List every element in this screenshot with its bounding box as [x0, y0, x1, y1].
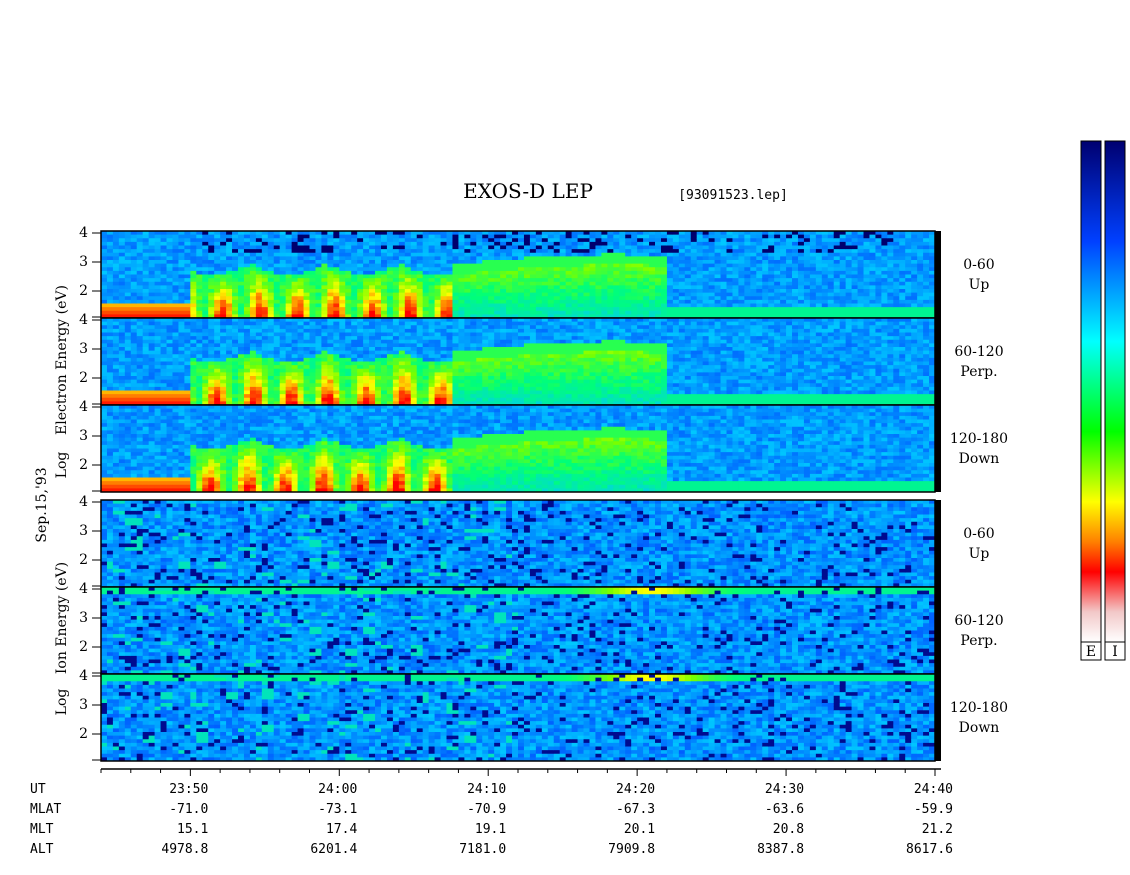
y-tick-label: 3 — [79, 697, 88, 713]
y-tick-label: 2 — [79, 552, 88, 568]
row-value: -73.1 — [318, 802, 357, 817]
row-label: MLT — [30, 822, 54, 837]
direction-label: Down — [959, 451, 1000, 467]
y-tick-label: 2 — [79, 639, 88, 655]
spectrogram-panel-4: 4 3 2 60-120 Perp. — [79, 581, 1004, 675]
row-value: -70.9 — [467, 802, 506, 817]
row-value: 17.4 — [326, 822, 357, 837]
pitch-angle-label: 60-120 — [954, 344, 1003, 360]
pitch-angle-label: 120-180 — [950, 431, 1008, 447]
y-tick-label: 3 — [79, 523, 88, 539]
y-tick-label: 2 — [79, 283, 88, 299]
y-tick-label: 3 — [79, 428, 88, 444]
row-value: -71.0 — [169, 802, 208, 817]
row-value: -59.9 — [914, 802, 953, 817]
pitch-angle-label: 0-60 — [963, 526, 994, 542]
electron-colorbar — [1080, 140, 1102, 643]
electron-colorbar-label-box — [1080, 641, 1102, 661]
row-value: 20.1 — [624, 822, 655, 837]
row-value: 24:30 — [765, 782, 804, 797]
chart-title: EXOS-D LEP — [463, 179, 593, 203]
spectrogram-panel-2: 4 3 2 120-180 Down — [79, 399, 1008, 493]
electron-axis-prefix: Log — [54, 452, 70, 479]
pitch-angle-label: 0-60 — [963, 257, 994, 273]
row-value: 24:00 — [318, 782, 357, 797]
file-label: [93091523.lep] — [678, 188, 788, 203]
y-tick-label: 2 — [79, 457, 88, 473]
y-tick-label: 3 — [79, 610, 88, 626]
y-tick-label: 4 — [79, 312, 88, 328]
row-value: 15.1 — [177, 822, 208, 837]
row-value: 23:50 — [169, 782, 208, 797]
ion-axis-label: Ion Energy (eV) — [54, 562, 70, 674]
row-label: UT — [30, 782, 46, 797]
row-value: -67.3 — [616, 802, 655, 817]
y-tick-label: 3 — [79, 341, 88, 357]
row-value: 20.8 — [773, 822, 804, 837]
y-tick-label: 2 — [79, 726, 88, 742]
row-value: 21.2 — [922, 822, 953, 837]
row-value: 7181.0 — [459, 842, 506, 857]
row-value: -63.6 — [765, 802, 804, 817]
y-tick-label: 2 — [79, 370, 88, 386]
y-tick-label: 4 — [79, 494, 88, 510]
y-tick-label: 3 — [79, 254, 88, 270]
spectrogram-panel-3: 4 3 2 0-60 Up — [79, 494, 995, 588]
pitch-angle-label: 60-120 — [954, 613, 1003, 629]
row-value: 4978.8 — [161, 842, 208, 857]
date-label: Sep.15,'93 — [34, 467, 50, 542]
time-axis: UT 23:50 24:00 24:10 24:20 24:30 24:40 MLAT -71.… — [30, 768, 953, 857]
ion-colorbar-label-box — [1104, 641, 1126, 661]
row-label: ALT — [30, 842, 54, 857]
electron-colorbar-label: E — [1086, 644, 1096, 660]
direction-label: Perp. — [960, 364, 997, 380]
y-tick-label: 4 — [79, 225, 88, 241]
ion-axis-prefix: Log — [54, 689, 70, 716]
electron-axis-label: Electron Energy (eV) — [54, 285, 70, 435]
direction-label: Up — [969, 277, 990, 293]
spectrogram-panel-1: 4 3 2 60-120 Perp. — [79, 312, 1004, 406]
y-tick-label: 4 — [79, 581, 88, 597]
row-value: 24:20 — [616, 782, 655, 797]
row-label: MLAT — [30, 802, 61, 817]
ion-colorbar-label: I — [1112, 644, 1118, 660]
row-value: 7909.8 — [608, 842, 655, 857]
pitch-angle-label: 120-180 — [950, 700, 1008, 716]
row-value: 24:40 — [914, 782, 953, 797]
direction-label: Up — [969, 546, 990, 562]
row-value: 6201.4 — [310, 842, 357, 857]
spectrogram-panel-0: 4 3 2 0-60 Up — [79, 225, 995, 319]
direction-label: Down — [959, 720, 1000, 736]
y-tick-label: 4 — [79, 668, 88, 684]
row-value: 24:10 — [467, 782, 506, 797]
row-value: 19.1 — [475, 822, 506, 837]
ion-colorbar — [1104, 140, 1126, 643]
spectrogram-panel-5: 4 3 2 120-180 Down — [79, 668, 1008, 762]
row-value: 8617.6 — [906, 842, 953, 857]
spectrogram-panels: 4 3 2 0-60 Up 4 3 2 60-120 Perp. 4 3 2 120-180 Down 4 3 2… — [79, 225, 1008, 762]
direction-label: Perp. — [960, 633, 997, 649]
y-tick-label: 4 — [79, 399, 88, 415]
row-value: 8387.8 — [757, 842, 804, 857]
